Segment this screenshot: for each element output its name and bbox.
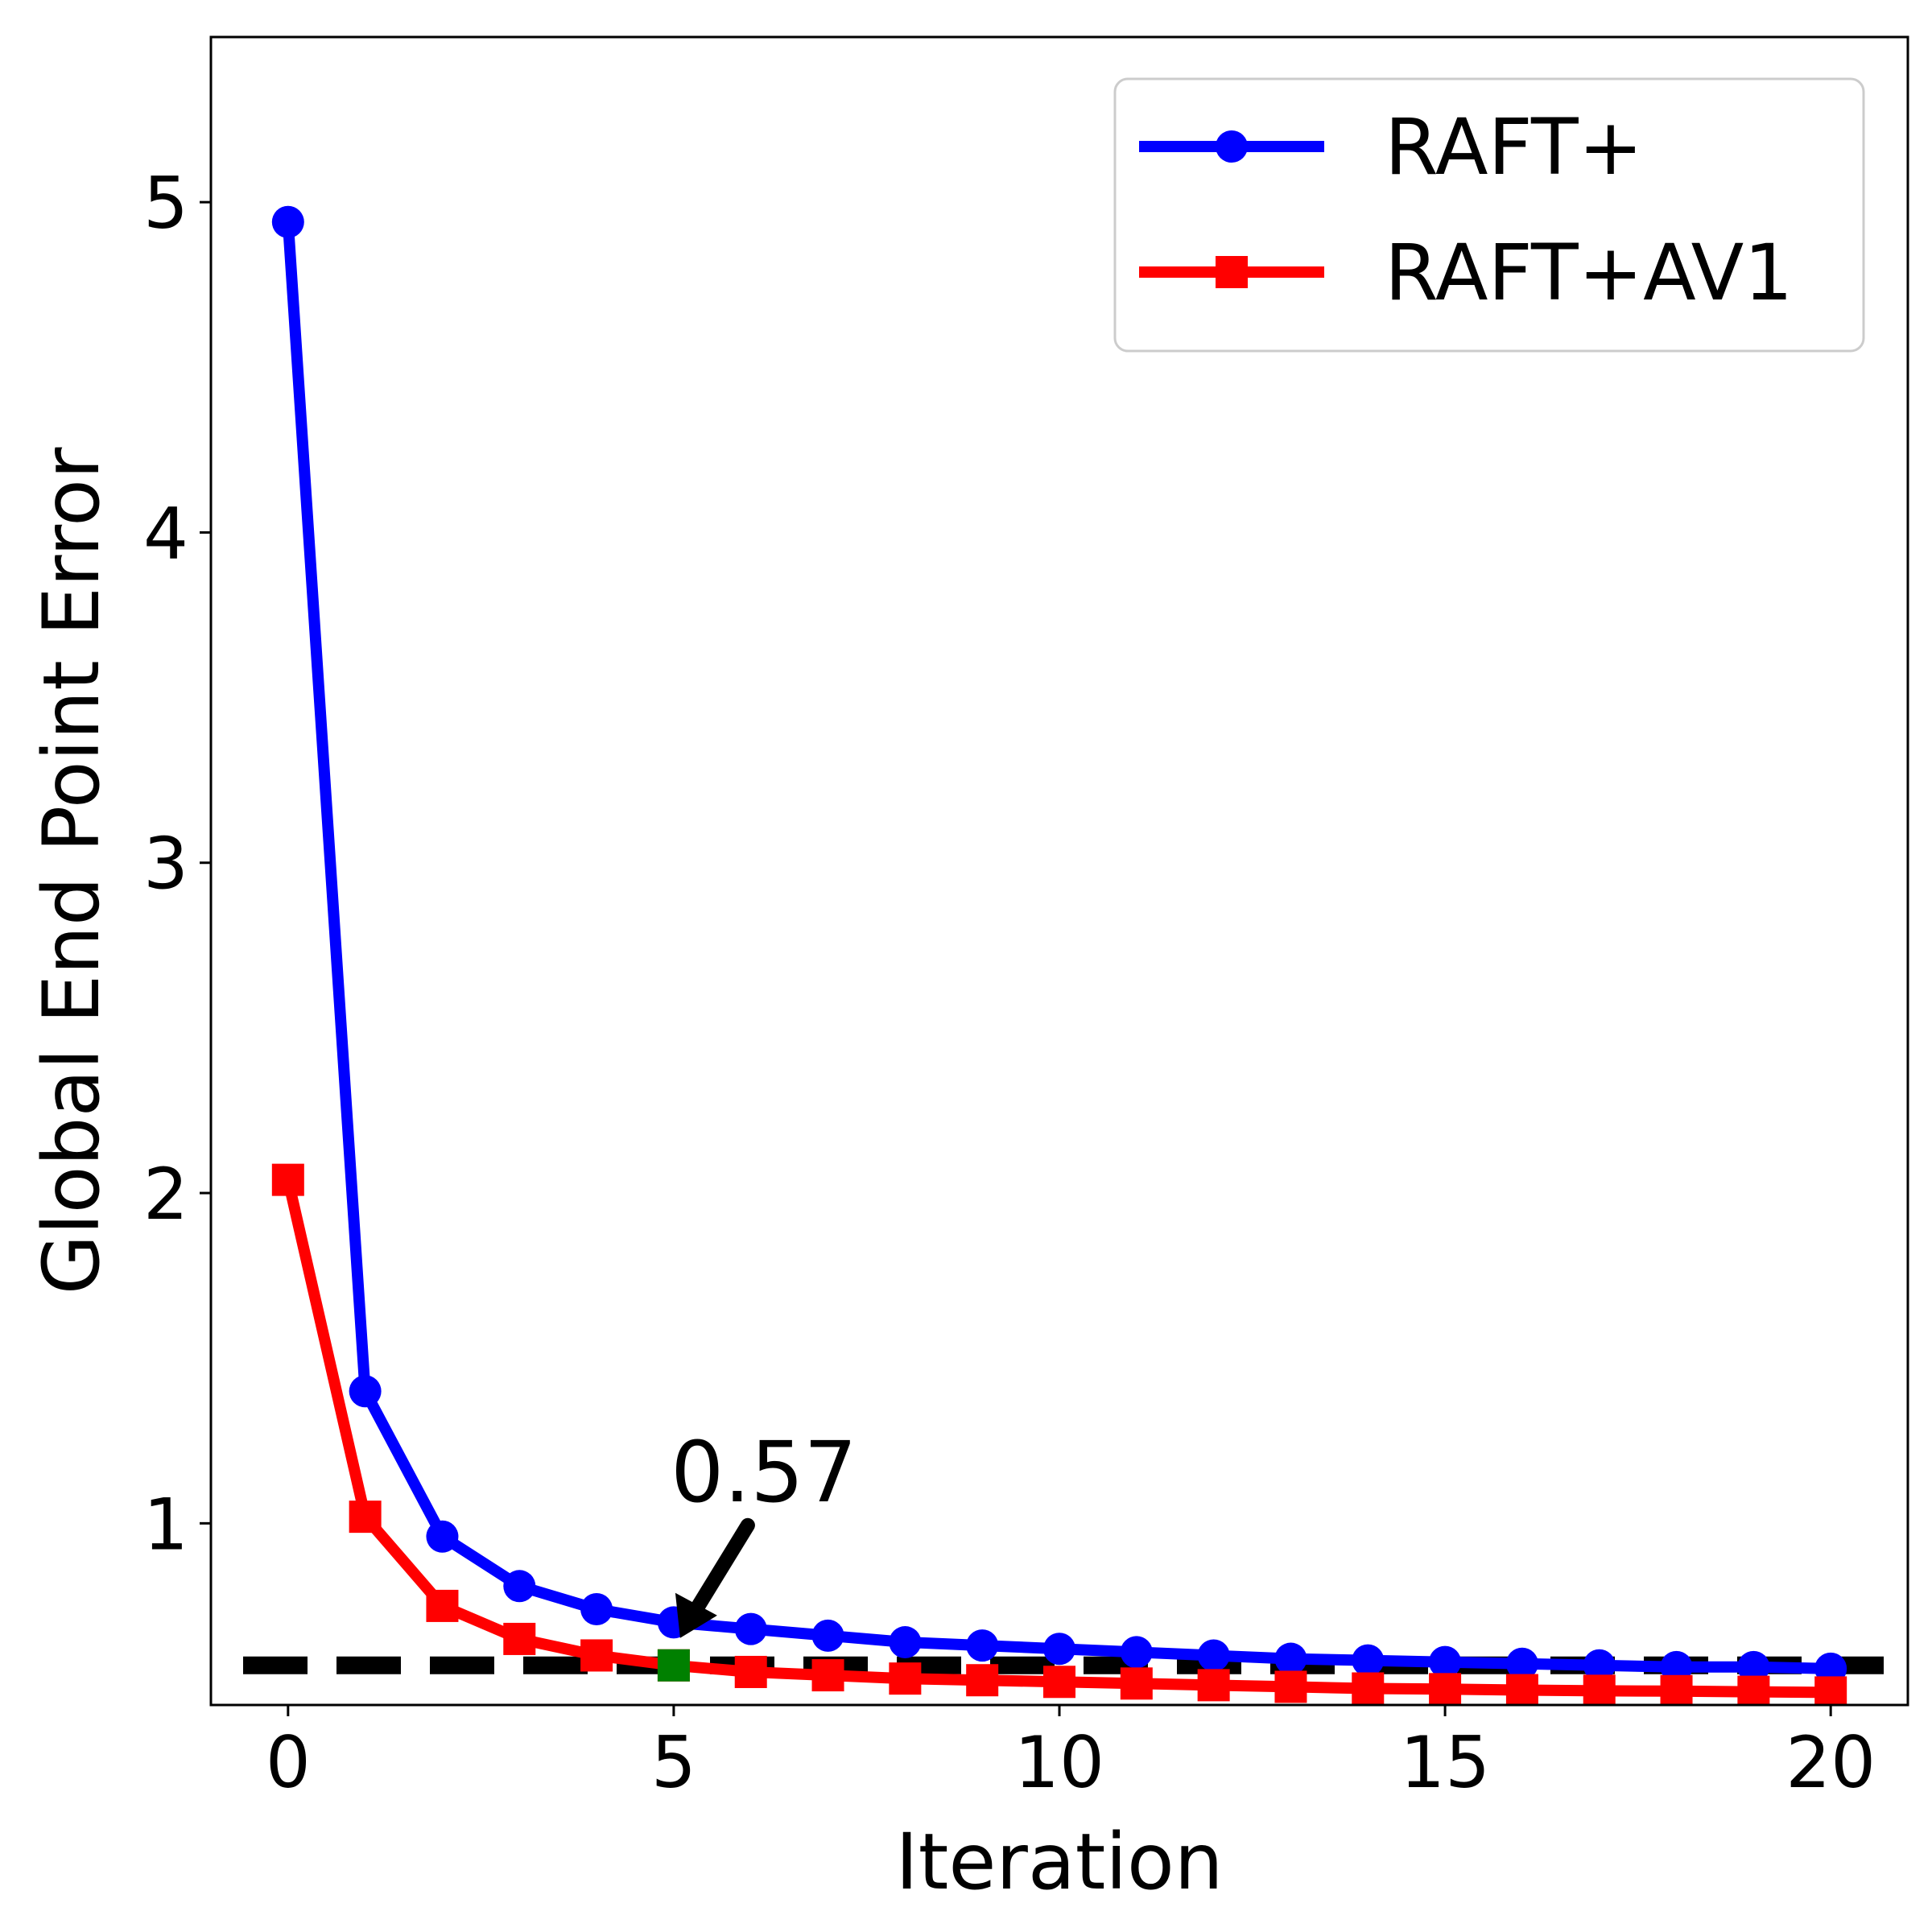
series-2-point bbox=[1197, 1669, 1230, 1702]
y-tick-label: 4 bbox=[143, 492, 188, 575]
series-1-point bbox=[426, 1520, 459, 1553]
legend: RAFT+ RAFT+AV1 bbox=[1113, 77, 1865, 353]
annotation-arrow-head bbox=[675, 1592, 717, 1638]
series-1-point bbox=[580, 1593, 613, 1626]
y-tick-label: 1 bbox=[143, 1483, 188, 1566]
series-2-point bbox=[580, 1639, 613, 1672]
series-1-point bbox=[1583, 1649, 1616, 1682]
series-2-point bbox=[1660, 1674, 1693, 1705]
series-2-point bbox=[1505, 1674, 1538, 1705]
series-2-point bbox=[1120, 1667, 1153, 1700]
legend-series-2-swatch-marker bbox=[1216, 256, 1248, 288]
series-1-point bbox=[1120, 1636, 1153, 1669]
series-2-point bbox=[966, 1664, 999, 1697]
series-1-point bbox=[889, 1626, 922, 1659]
legend-series-1-label: RAFT+ bbox=[1385, 102, 1643, 192]
y-tick-label: 3 bbox=[143, 823, 188, 906]
y-axis-label: Global End Point Error bbox=[27, 447, 117, 1294]
series-1-point bbox=[811, 1619, 844, 1652]
series-1-point bbox=[1737, 1650, 1770, 1683]
series-1-point bbox=[1352, 1644, 1385, 1677]
x-axis-label: Iteration bbox=[895, 1817, 1223, 1907]
series-2-point bbox=[1429, 1673, 1462, 1705]
y-tick-label: 2 bbox=[143, 1153, 188, 1236]
series-1-point bbox=[1274, 1642, 1307, 1675]
legend-series-1-swatch-marker bbox=[1216, 130, 1248, 163]
series-2-point bbox=[1352, 1672, 1385, 1705]
series-2-point bbox=[889, 1662, 922, 1695]
series-1-point bbox=[1429, 1645, 1462, 1678]
x-tick-label: 5 bbox=[651, 1721, 696, 1804]
x-tick-label: 0 bbox=[266, 1721, 311, 1804]
series-2-point bbox=[1043, 1666, 1075, 1699]
series-1-point bbox=[503, 1570, 536, 1603]
series-2-point bbox=[349, 1501, 382, 1534]
series-2-point bbox=[1737, 1675, 1770, 1705]
legend-series-2-label: RAFT+AV1 bbox=[1385, 228, 1793, 318]
series-1-point bbox=[734, 1612, 767, 1645]
x-tick-label: 15 bbox=[1400, 1721, 1490, 1804]
series-2-point bbox=[1814, 1676, 1847, 1705]
annotation-label: 0.57 bbox=[671, 1423, 857, 1521]
x-tick-label: 20 bbox=[1785, 1721, 1876, 1804]
series-2-point bbox=[1274, 1670, 1307, 1703]
y-tick-label: 5 bbox=[143, 162, 188, 245]
series-1-point bbox=[1043, 1633, 1075, 1666]
series-1-point bbox=[966, 1629, 999, 1662]
series-2-point bbox=[811, 1659, 844, 1692]
highlight-point bbox=[657, 1649, 690, 1682]
series-2-point bbox=[426, 1589, 459, 1622]
series-1-point bbox=[1505, 1647, 1538, 1680]
series-2-point bbox=[1583, 1674, 1616, 1705]
series-1-point bbox=[1197, 1639, 1230, 1672]
series-1-point bbox=[349, 1375, 382, 1408]
series-2-point bbox=[503, 1622, 536, 1655]
x-tick-label: 10 bbox=[1014, 1721, 1104, 1804]
series-1-point bbox=[271, 205, 304, 238]
series-2-point bbox=[734, 1655, 767, 1688]
series-2-point bbox=[271, 1163, 304, 1196]
